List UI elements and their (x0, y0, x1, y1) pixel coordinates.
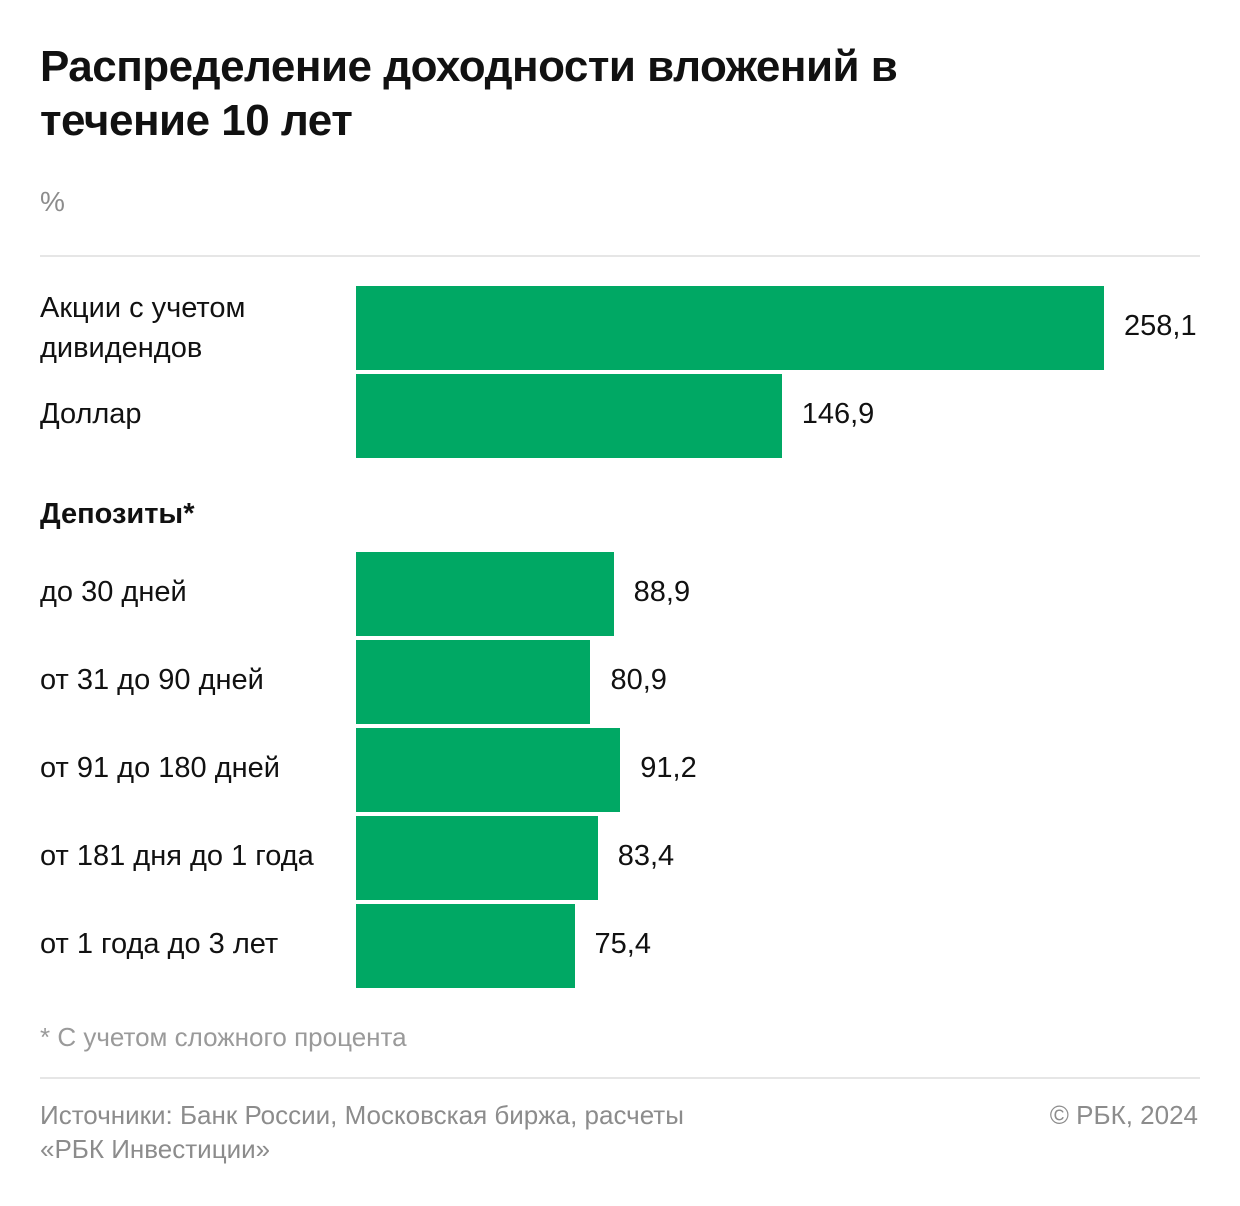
section-label-deposits: Депозиты* (40, 498, 195, 530)
sources: Источники: Банк России, Московская биржа… (40, 1100, 684, 1164)
value-label: 88,9 (633, 576, 691, 608)
category-label: Акции с учетом дивидендов (40, 292, 246, 364)
value-label: 80,9 (610, 664, 667, 696)
category-label: от 91 до 180 дней (40, 752, 280, 784)
bar (356, 816, 598, 900)
bar (356, 728, 621, 812)
copyright: © РБК, 2024 (1049, 1100, 1198, 1130)
bar (356, 904, 575, 988)
bar (356, 374, 782, 458)
bottom-divider (40, 1077, 1200, 1079)
category-label: Доллар (40, 398, 142, 430)
value-label: 83,4 (617, 840, 675, 872)
chart-title: Распределение доходности вложений в тече… (40, 42, 898, 145)
unit-label: % (40, 186, 65, 217)
bar (356, 286, 1104, 370)
value-label: 75,4 (594, 928, 651, 960)
bar (356, 640, 591, 724)
value-label: 146,9 (801, 398, 875, 430)
footnote: * С учетом сложного процента (40, 1022, 407, 1052)
category-label: от 31 до 90 дней (40, 664, 264, 696)
bar (356, 552, 614, 636)
category-label: до 30 дней (40, 576, 187, 608)
category-label: от 181 дня до 1 года (40, 840, 314, 872)
value-label: 91,2 (640, 752, 697, 784)
value-label: 258,1 (1124, 310, 1197, 342)
category-label: от 1 года до 3 лет (40, 928, 279, 960)
top-divider (40, 255, 1200, 257)
